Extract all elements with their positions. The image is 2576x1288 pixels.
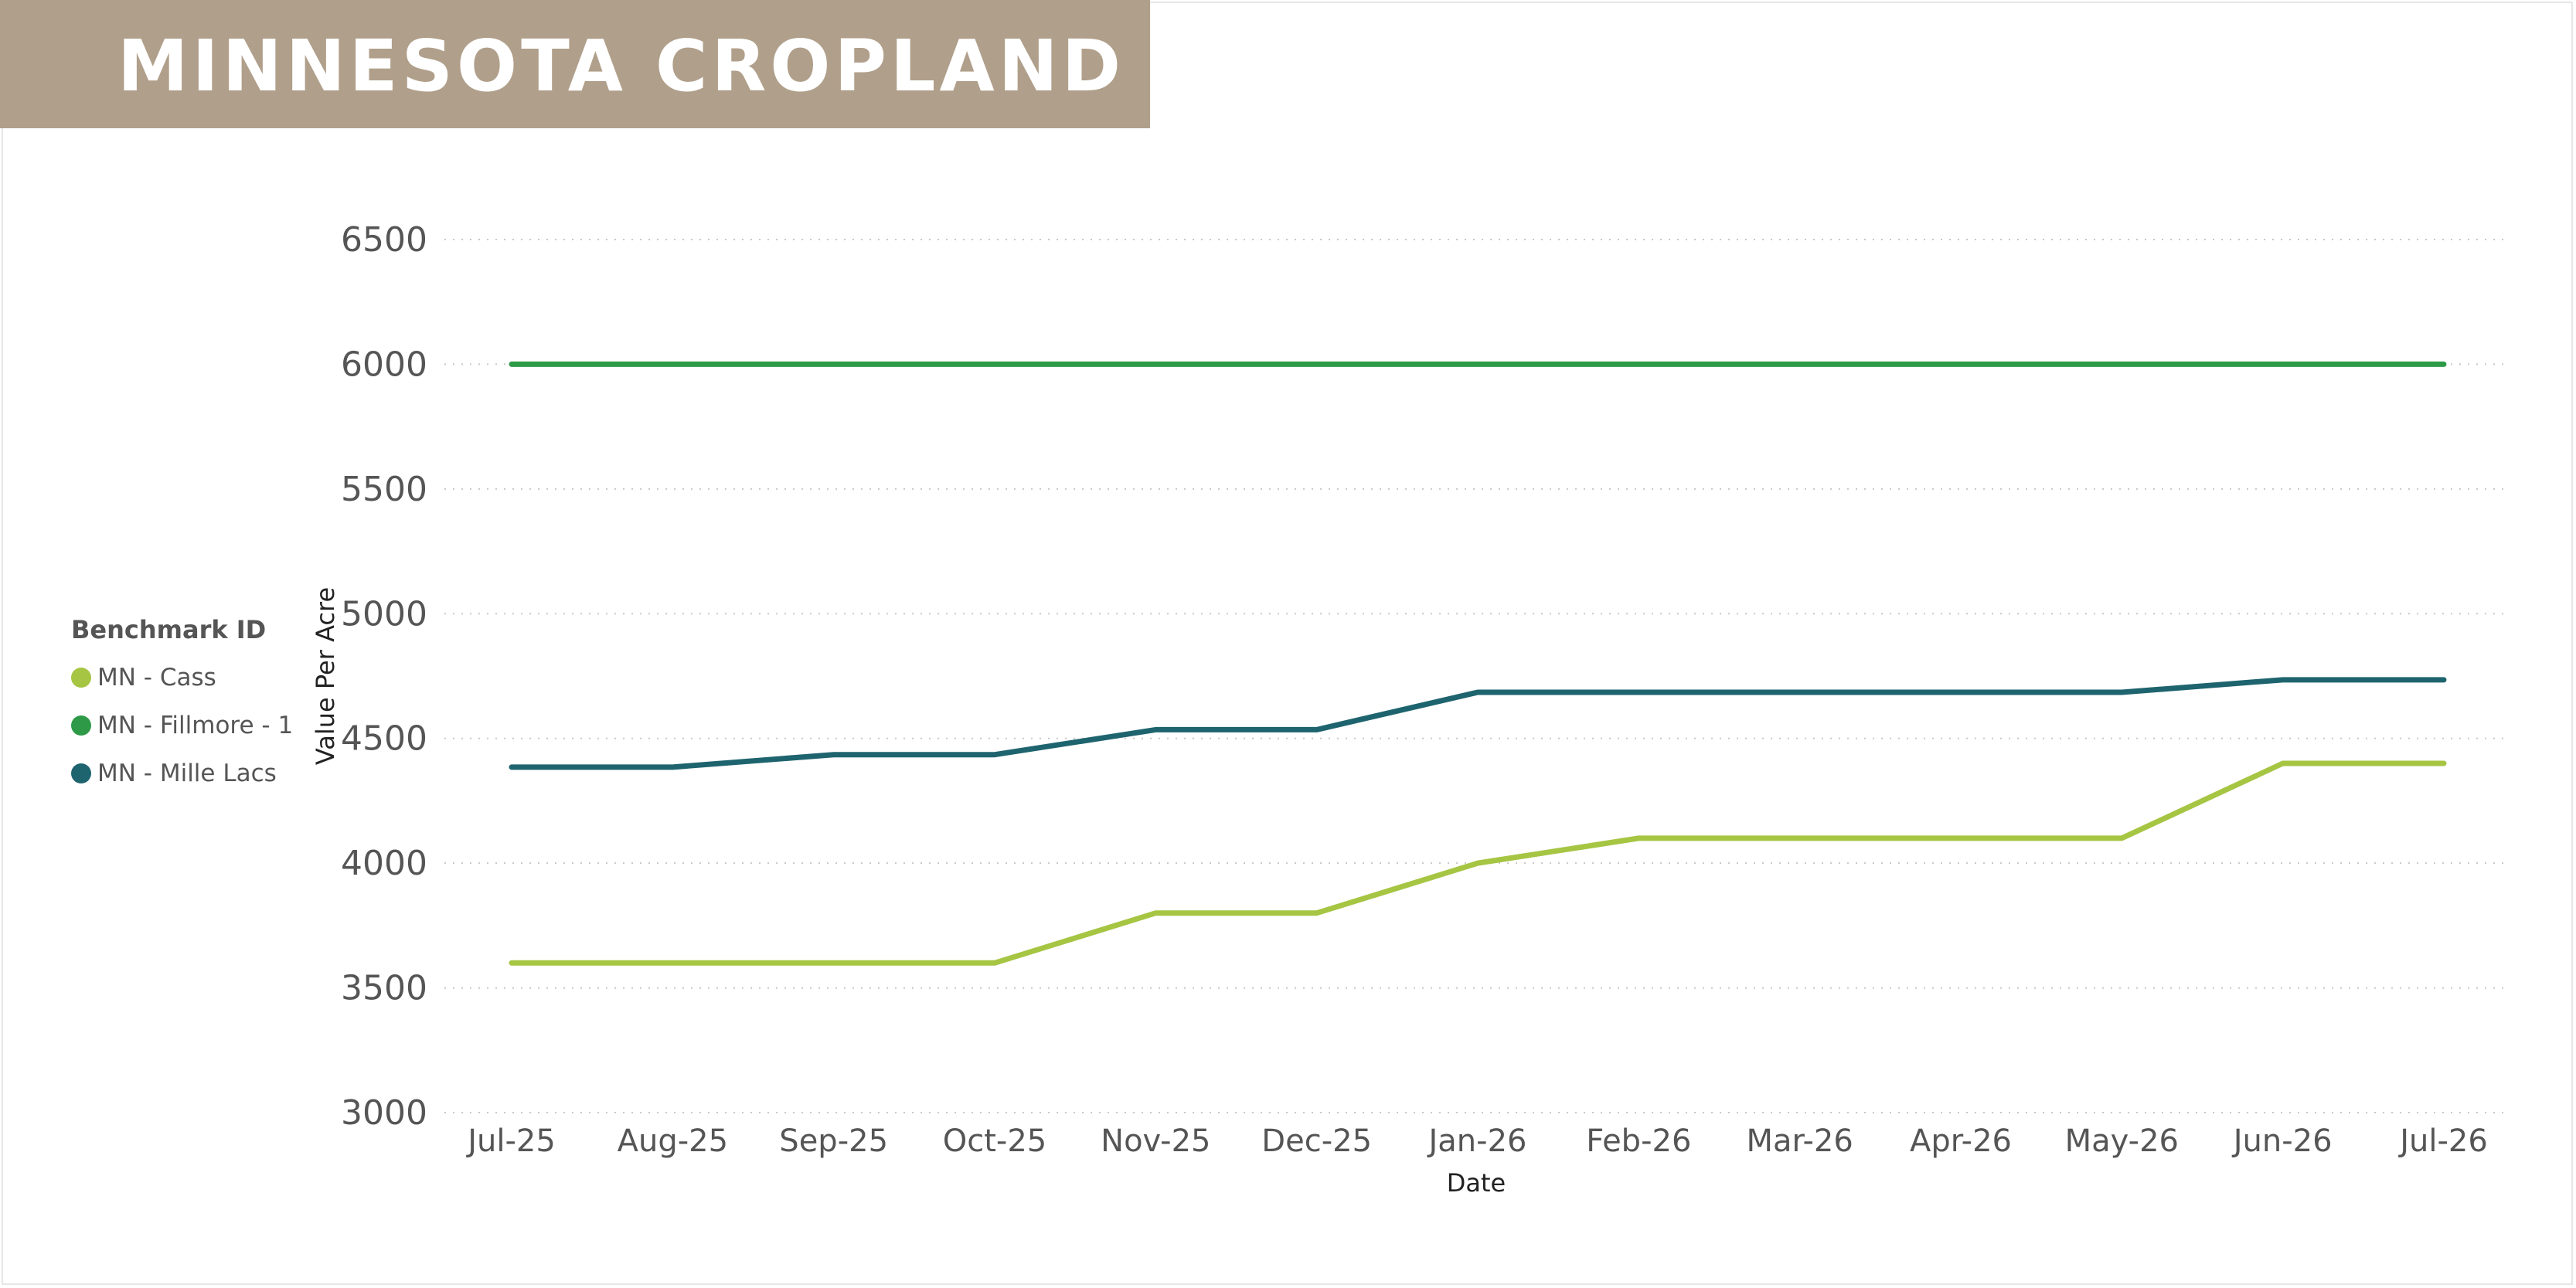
x-tick-label: Jun-26: [2231, 1123, 2333, 1159]
y-tick-label: 6000: [341, 345, 427, 384]
legend-dot-icon: [71, 715, 91, 736]
legend-label: MN - Mille Lacs: [97, 760, 277, 787]
legend-label: MN - Fillmore - 1: [97, 712, 294, 739]
legend-item-cass[interactable]: MN - Cass: [71, 654, 293, 702]
y-tick-label: 5500: [341, 470, 427, 509]
y-axis-label: Value Per Acre: [311, 587, 340, 765]
y-tick-label: 3500: [341, 969, 427, 1008]
y-tick-label: 4500: [341, 719, 427, 759]
x-tick-label: Nov-25: [1101, 1123, 1210, 1159]
series-line-0: [509, 760, 2447, 966]
legend-item-mille-lacs[interactable]: MN - Mille Lacs: [71, 749, 293, 797]
x-axis-label: Date: [1447, 1168, 1506, 1198]
legend-item-fillmore[interactable]: MN - Fillmore - 1: [71, 702, 293, 749]
x-tick-label: Sep-25: [779, 1123, 888, 1159]
x-tick-label: Mar-26: [1747, 1123, 1853, 1159]
legend-label: MN - Cass: [97, 664, 216, 692]
x-tick-label: Dec-25: [1261, 1123, 1372, 1159]
x-tick-label: Jul-25: [465, 1123, 556, 1159]
x-tick-label: May-26: [2065, 1123, 2179, 1159]
chart-legend: Benchmark ID MN - Cass MN - Fillmore - 1…: [71, 615, 293, 797]
page-title: MINNESOTA CROPLAND D: [117, 25, 1217, 107]
x-tick-label: Aug-25: [618, 1123, 728, 1159]
x-tick-label: Oct-25: [943, 1123, 1047, 1159]
legend-title: Benchmark ID: [71, 615, 267, 644]
x-tick-label: Apr-26: [1910, 1123, 2012, 1159]
y-tick-label: 3000: [341, 1093, 427, 1133]
series-line-2: [509, 677, 2447, 770]
title-banner: MINNESOTA CROPLAND D: [0, 0, 1213, 128]
legend-dot-icon: [71, 668, 91, 688]
y-tick-label: 4000: [341, 844, 427, 883]
y-tick-label: 6500: [341, 220, 427, 260]
x-tick-label: Feb-26: [1586, 1123, 1691, 1159]
x-tick-label: Jul-26: [2397, 1123, 2488, 1159]
legend-dot-icon: [71, 763, 91, 783]
x-tick-label: Jan-26: [1427, 1123, 1527, 1159]
y-tick-label: 5000: [341, 594, 427, 634]
